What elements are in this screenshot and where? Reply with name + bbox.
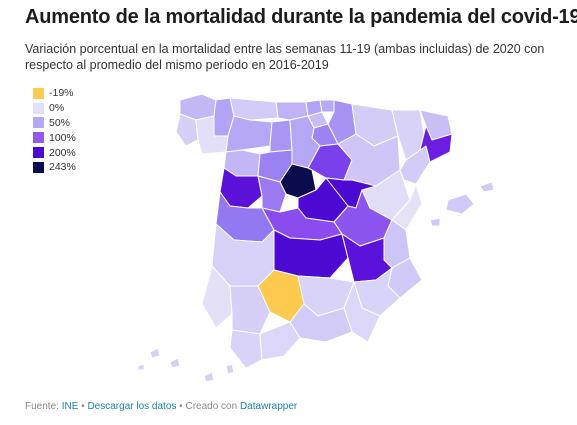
legend-label: -19% [49,87,74,100]
legend-label: 50% [49,116,71,129]
legend: -19% 0% 50% 100% 200% 243% [33,86,76,175]
download-data-link[interactable]: Descargar los datos [87,401,177,412]
province-canarias[interactable] [137,347,235,383]
footer: Fuente: INE • Descargar los datos • Crea… [25,401,297,412]
footer-separator: • [179,401,183,412]
legend-swatch [33,132,44,144]
legend-swatch [33,87,44,99]
province-baleares[interactable] [429,181,495,227]
legend-item: 100% [33,130,76,145]
province-almeria[interactable] [343,281,381,343]
legend-swatch [33,117,44,129]
legend-item: 200% [33,145,76,160]
footer-separator: • [81,401,85,412]
chart-subtitle: Variación porcentual en la mortalidad en… [25,42,545,72]
legend-label: 100% [49,131,76,144]
spain-province-map [137,93,495,383]
legend-label: 243% [49,161,76,174]
province-cadiz[interactable] [229,329,263,369]
datawrapper-link[interactable]: Datawrapper [239,401,298,412]
legend-item: 243% [33,160,76,175]
province-segovia[interactable] [279,163,317,199]
legend-swatch [33,161,44,173]
province-huelva[interactable] [201,265,233,329]
legend-item: 0% [33,101,76,116]
legend-item: 50% [33,116,76,131]
legend-label: 0% [49,102,65,115]
credit-label: Creado con [185,401,238,412]
legend-label: 200% [49,146,76,159]
legend-swatch [33,102,44,114]
chart-title: Aumento de la mortalidad durante la pand… [25,6,577,28]
legend-item: -19% [33,86,76,101]
province-gipuzkoa[interactable] [319,99,335,113]
legend-swatch [33,147,44,159]
province-malaga[interactable] [259,321,301,361]
province-pontevedra[interactable] [175,113,199,147]
source-link[interactable]: INE [61,401,79,412]
province-palencia[interactable] [269,119,293,153]
province-leon[interactable] [225,115,273,153]
source-label: Fuente: [25,401,59,412]
province-asturias[interactable] [229,97,279,121]
